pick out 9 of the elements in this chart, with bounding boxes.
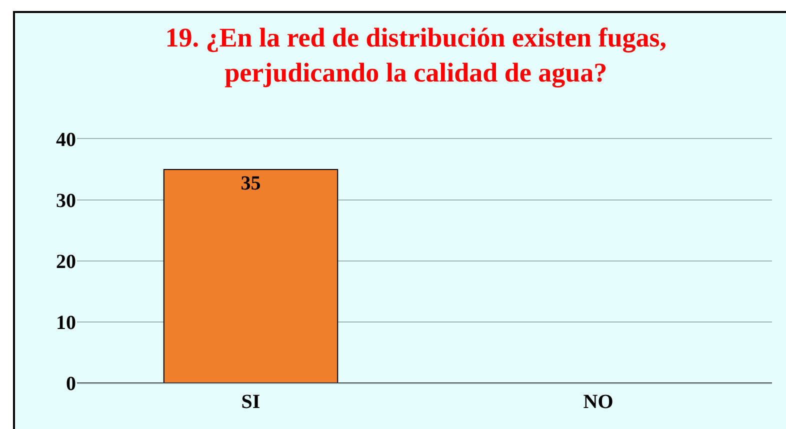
x-tick-label: NO [583,391,614,413]
y-tick-label: 30 [56,190,76,212]
y-tick-label: 20 [56,251,76,273]
x-tick-label: SI [241,391,260,413]
data-label: 35 [240,172,261,194]
y-tick-label: 40 [56,129,76,151]
y-tick-label: 0 [66,373,76,395]
chart-title: 19. ¿En la red de distribución existen fugas, perjudicando la calidad de agua? [165,22,667,88]
y-tick-label: 10 [56,312,76,334]
